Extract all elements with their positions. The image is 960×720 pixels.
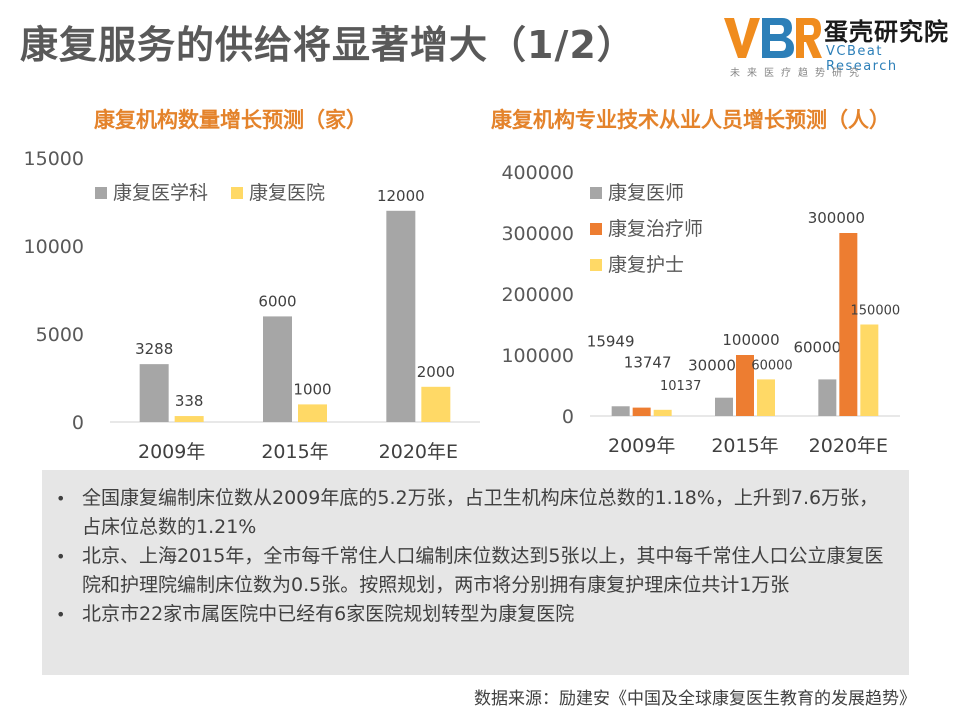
x-tick-label: 2020年E	[809, 435, 888, 457]
data-label: 1000	[293, 380, 331, 398]
bar	[818, 379, 837, 416]
data-label: 2000	[417, 363, 455, 381]
logo-mark-icon	[724, 18, 822, 58]
bar	[421, 386, 451, 422]
legend-swatch	[590, 223, 602, 235]
note-text: 北京市22家市属医院中已经有6家医院规划转型为康复医院	[82, 603, 575, 625]
page-title: 康复服务的供给将显著增大（1/2）	[20, 23, 636, 67]
legend-label: 康复医学科	[113, 182, 208, 204]
bullet-icon: •	[56, 605, 66, 624]
logo-tagline: 未来医疗趋势研究	[730, 68, 866, 79]
bar	[839, 233, 858, 416]
data-label: 60000	[793, 338, 841, 356]
data-label: 12000	[377, 187, 425, 205]
data-label: 30000	[688, 357, 736, 375]
data-label: 60000	[751, 358, 792, 373]
note-text: 全国康复编制床位数从2009年底的5.2万张，占卫生机构床位总数的1.18%，上…	[82, 487, 879, 538]
bar	[139, 364, 169, 422]
note-item: • 北京市22家市属医院中已经有6家医院规划转型为康复医院	[56, 600, 889, 629]
chart2-title: 康复机构专业技术从业人员增长预测（人）	[491, 108, 890, 132]
x-tick-label: 2015年	[711, 435, 778, 457]
source-note: 数据来源：励建安《中国及全球康复医生教育的发展趋势》	[474, 689, 916, 709]
logo: 蛋壳研究院 VCBeat Research 未来医疗趋势研究	[722, 12, 958, 79]
x-tick-label: 2009年	[138, 441, 205, 463]
data-label: 15949	[587, 332, 635, 350]
bullet-icon: •	[56, 489, 66, 508]
data-label: 150000	[851, 304, 901, 319]
bar	[174, 416, 204, 422]
y-tick-label: 0	[562, 406, 574, 428]
bar	[298, 404, 327, 422]
legend-label: 康复护士	[608, 254, 684, 276]
note-item: • 北京、上海2015年，全市每千常住人口编制床位数达到5张以上，其中每千常住人…	[56, 542, 889, 600]
bar	[715, 397, 733, 416]
x-tick-label: 2015年	[261, 441, 328, 463]
logo-name-en: VCBeat Research	[826, 44, 898, 74]
legend-swatch	[95, 187, 107, 199]
y-tick-label: 300000	[501, 223, 574, 245]
y-tick-label: 10000	[24, 236, 84, 258]
x-tick-label: 2009年	[608, 435, 675, 457]
bar	[653, 409, 672, 416]
chart1-title: 康复机构数量增长预测（家）	[94, 108, 367, 132]
notes-panel: • 全国康复编制床位数从2009年底的5.2万张，占卫生机构床位总数的1.18%…	[42, 470, 909, 675]
institutions-chart: 0 5000 10000 15000 2009年 3288 338 2015年 6000 1000…	[24, 148, 480, 463]
data-label: 3288	[135, 340, 173, 358]
legend-swatch	[590, 259, 602, 271]
y-tick-label: 5000	[36, 324, 84, 346]
y-tick-label: 100000	[501, 345, 574, 367]
bar	[263, 316, 292, 422]
legend-label: 康复医院	[249, 182, 325, 204]
data-label: 6000	[258, 292, 296, 310]
x-tick-label: 2020年E	[379, 441, 458, 463]
data-label: 300000	[808, 209, 865, 227]
bar	[632, 407, 651, 416]
data-label: 13747	[624, 354, 672, 372]
bar	[611, 406, 630, 416]
note-text: 北京、上海2015年，全市每千常住人口编制床位数达到5张以上，其中每千常住人口公…	[82, 545, 884, 596]
bullet-icon: •	[56, 547, 66, 566]
y-tick-label: 400000	[501, 162, 574, 184]
logo-name-cn: 蛋壳研究院	[824, 18, 949, 46]
legend-label: 康复治疗师	[608, 218, 703, 240]
legend-label: 康复医师	[608, 182, 684, 204]
y-tick-label: 0	[72, 412, 84, 434]
note-item: • 全国康复编制床位数从2009年底的5.2万张，占卫生机构床位总数的1.18%…	[56, 484, 889, 542]
bar	[386, 210, 416, 422]
bar	[757, 379, 775, 416]
bar	[860, 324, 879, 416]
legend-swatch	[590, 187, 602, 199]
bar	[736, 355, 754, 416]
data-label: 338	[175, 392, 204, 410]
y-tick-label: 200000	[501, 284, 574, 306]
legend-swatch	[231, 187, 243, 199]
y-tick-label: 15000	[24, 148, 84, 170]
staff-chart: 0 100000 200000 300000 400000 2009年 15949 13747…	[501, 162, 901, 457]
data-label: 100000	[722, 331, 779, 349]
data-label: 10137	[660, 379, 701, 394]
